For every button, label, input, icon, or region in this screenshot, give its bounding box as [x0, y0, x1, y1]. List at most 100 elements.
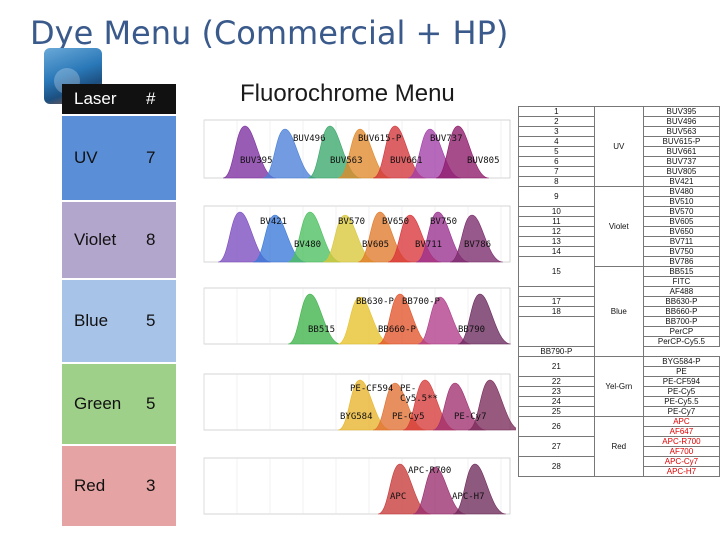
blue-label: BB700-P	[402, 297, 440, 307]
red-label: APC	[390, 492, 407, 502]
dye-table: 1 UV BUV395 2 BUV496 3 BUV563 4 BUV615-P 5 BUV661 6…	[518, 106, 720, 477]
blue-spectra-plot	[203, 287, 511, 345]
dye-number: 14	[518, 246, 595, 257]
dye-name: BB790-P	[518, 346, 595, 357]
emission-peak	[452, 463, 506, 515]
violet-spectra-panel: BV421 BV570 BV650 BV750 BV480 BV605 BV71…	[190, 204, 516, 276]
dye-row: 26 Red APC	[518, 416, 720, 477]
dye-name: BB700-P	[642, 316, 720, 327]
violet-label: BV650	[382, 217, 410, 227]
violet-label: BV570	[338, 217, 366, 227]
uv-label: BUV395	[240, 156, 273, 166]
laser-header: Laser	[62, 84, 138, 116]
dye-number: 8	[518, 176, 595, 187]
laser-row-blue: Blue	[62, 280, 138, 364]
uv-label: BUV615-P	[358, 134, 402, 144]
dye-number: 5	[518, 146, 595, 157]
dye-name: BV510	[642, 196, 720, 207]
dye-number: 10	[518, 206, 595, 217]
violet-label: BV750	[430, 217, 458, 227]
dye-name: PE-Cy7	[642, 406, 720, 417]
dye-name: APC	[642, 416, 720, 427]
dye-number: 24	[518, 396, 595, 407]
red-label: APC-H7	[452, 492, 485, 502]
uv-label: BUV496	[293, 134, 326, 144]
dye-name: AF700	[642, 446, 720, 457]
dye-number: 12	[518, 226, 595, 237]
violet-label: BV711	[415, 240, 443, 250]
green-label: PE-Cy5	[392, 412, 425, 422]
dye-name: BUV661	[642, 146, 720, 157]
fluorochrome-menu-heading: Fluorochrome Menu	[240, 80, 455, 107]
dye-number: 25	[518, 406, 595, 417]
red-spectra-panel: APC-R700 APC APC-H7	[190, 456, 516, 528]
dye-name: PerCP-Cy5.5	[642, 336, 720, 347]
dye-name: PE-Cy5	[642, 386, 720, 397]
violet-label: BV421	[260, 217, 288, 227]
dye-name: BV605	[642, 216, 720, 227]
laser-row-uv: UV	[62, 116, 138, 202]
dye-row: 21 Yel-Grn BYG584-P	[518, 356, 720, 417]
dye-number	[518, 286, 595, 297]
uv-spectra-plot	[203, 119, 511, 179]
dye-name: APC-R700	[642, 436, 720, 447]
blue-label: BB630-P	[356, 297, 394, 307]
dye-name: BUV805	[642, 166, 720, 177]
blue-spectra-panel: BB630-P BB700-P BB515 BB660-P BB790	[190, 286, 516, 358]
dye-number: 4	[518, 136, 595, 147]
emission-peak	[222, 125, 276, 179]
count-violet: 8	[138, 202, 176, 280]
dye-name: AF488	[642, 286, 720, 297]
emission-peak	[467, 379, 516, 431]
laser-row-green: Green	[62, 364, 138, 446]
dye-number: 21	[518, 356, 595, 377]
dye-number: 28	[518, 456, 595, 477]
count-header: #	[138, 84, 176, 116]
emission-peak	[287, 293, 341, 345]
uv-spectra-panel: BUV496 BUV615-P BUV737 BUV395 BUV563 BUV…	[190, 118, 516, 192]
dye-row: PerCP-Cy5.5	[519, 336, 720, 347]
dye-laser: Blue	[593, 266, 644, 357]
page-title: Dye Menu (Commercial + HP)	[30, 14, 509, 52]
dye-row: 28 APC-Cy7	[518, 456, 720, 477]
dye-name: BUV615-P	[642, 136, 720, 147]
dye-laser: UV	[593, 106, 644, 187]
emission-peak	[337, 296, 391, 345]
dye-name: BYG584-P	[642, 356, 720, 367]
green-label: PE-Cy5.5**	[400, 384, 438, 404]
dye-row: Blue BB515	[519, 266, 720, 357]
green-label: PE-CF594	[350, 384, 394, 394]
emission-peak	[377, 293, 431, 345]
dye-row: 9 Violet BV480	[518, 186, 720, 267]
laser-row-violet: Violet	[62, 202, 138, 280]
count-blue: 5	[138, 280, 176, 364]
violet-spectra-plot	[203, 205, 511, 263]
red-spectra-plot	[203, 457, 511, 515]
dye-number: 3	[518, 126, 595, 137]
dye-row: 1 UV BUV395	[518, 106, 720, 187]
dye-name: BUV496	[642, 116, 720, 127]
uv-label: BUV563	[330, 156, 363, 166]
dye-name: BUV395	[642, 106, 720, 117]
dye-name: PE-CF594	[642, 376, 720, 387]
dye-name: PerCP	[642, 326, 720, 337]
dye-name: BV650	[642, 226, 720, 237]
dye-laser: Red	[593, 416, 644, 477]
red-label: APC-R700	[408, 466, 452, 476]
dye-number: 17	[518, 296, 595, 307]
dye-name: BV570	[642, 206, 720, 217]
count-green: 5	[138, 364, 176, 446]
dye-name: APC-H7	[642, 466, 720, 477]
blue-label: BB660-P	[378, 325, 416, 335]
dye-number: 6	[518, 156, 595, 167]
emission-peak	[417, 296, 471, 345]
dye-number: 26	[518, 416, 595, 437]
dye-number: 13	[518, 236, 595, 247]
emission-peak	[262, 128, 316, 179]
dye-name: BV421	[642, 176, 720, 187]
dye-number	[518, 316, 595, 347]
uv-label: BUV805	[467, 156, 500, 166]
dye-name: BV480	[642, 186, 720, 197]
dye-name: FITC	[642, 276, 720, 287]
dye-name: AF647	[642, 426, 720, 437]
